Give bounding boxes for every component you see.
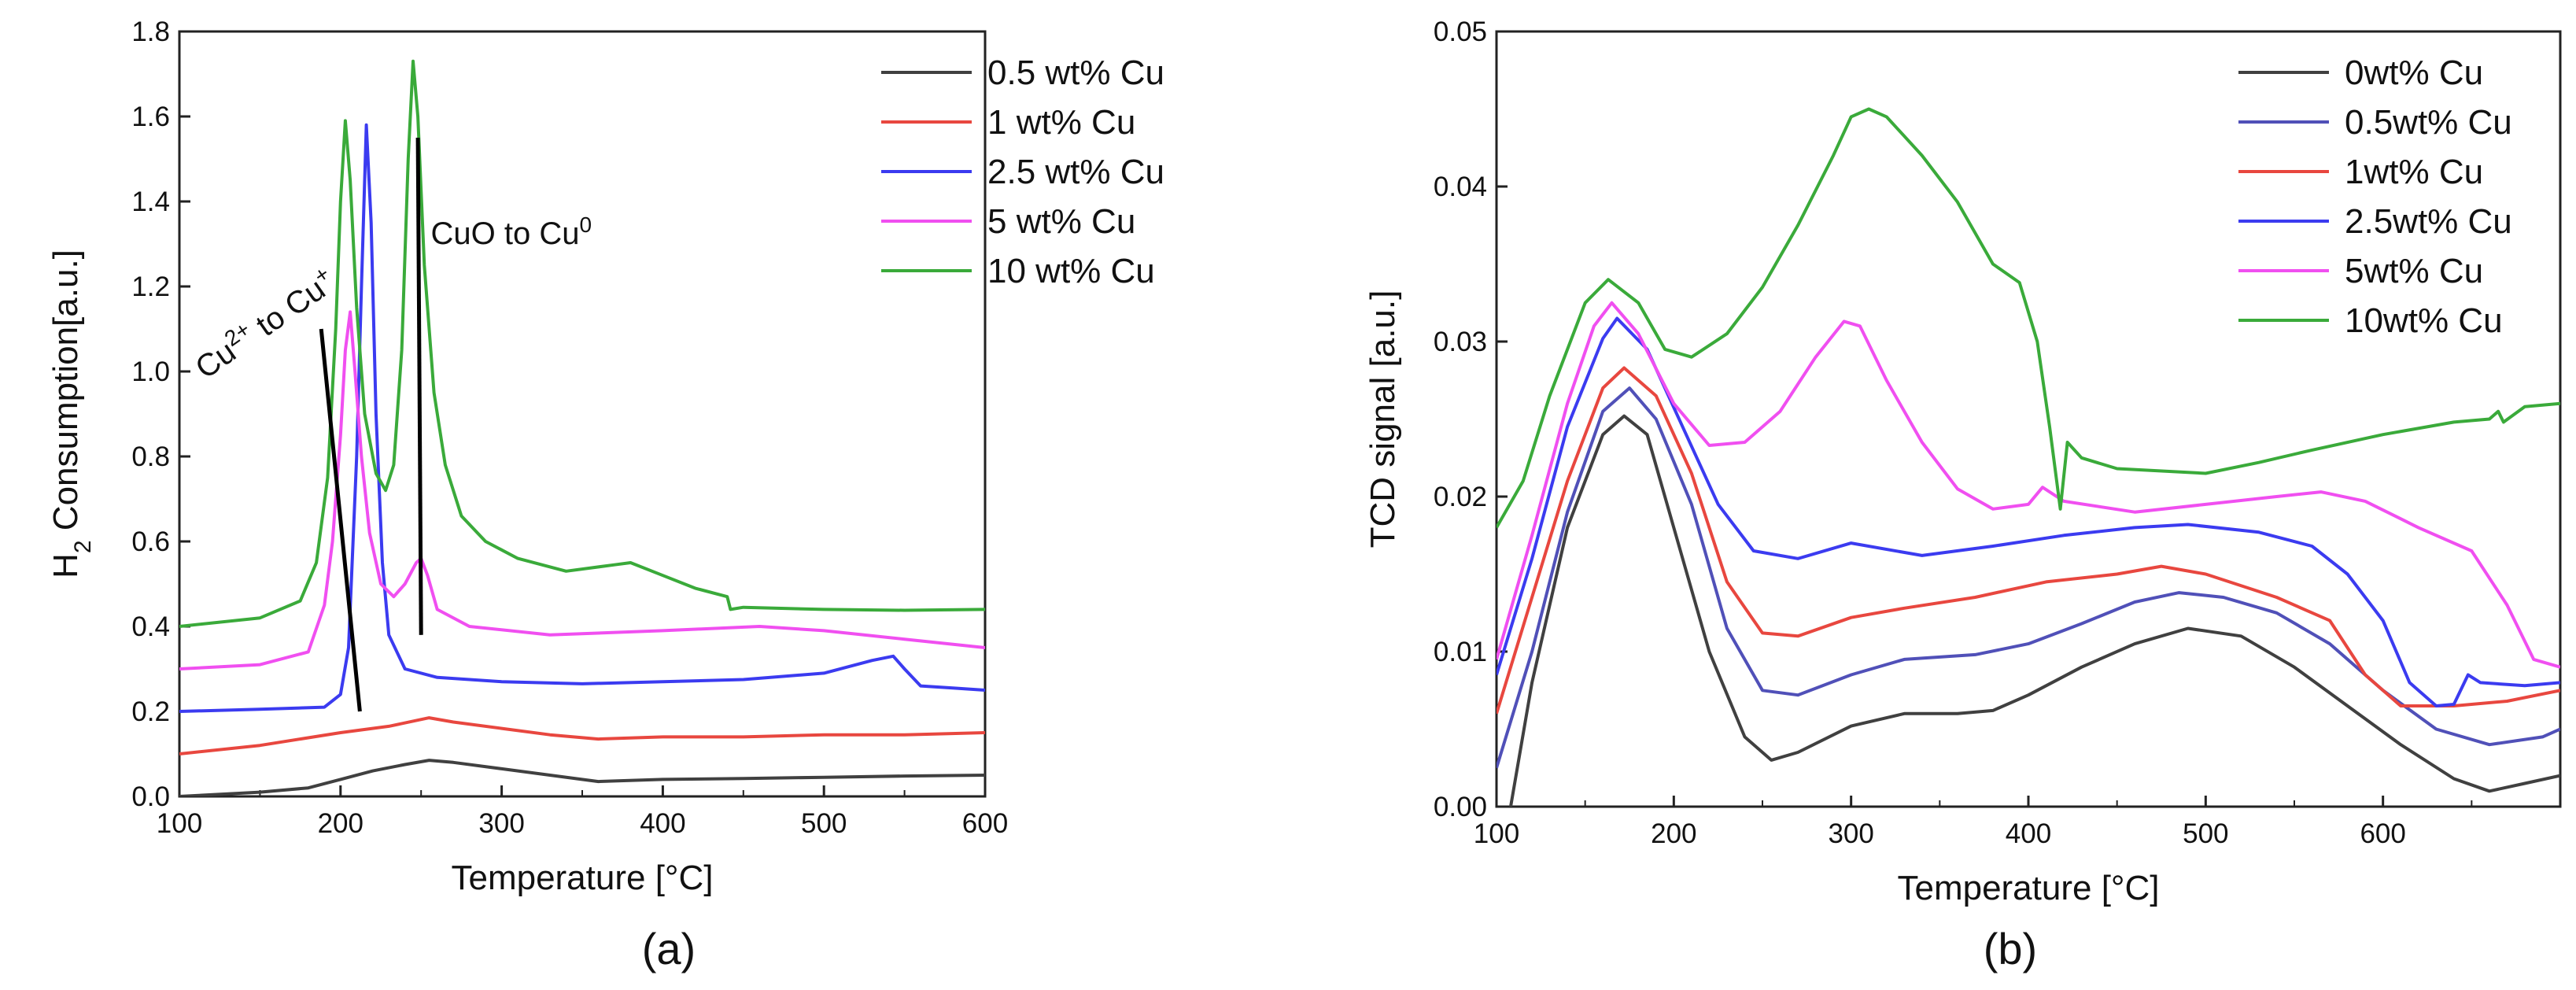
legend-entry: 1 wt% Cu	[987, 103, 1135, 142]
y-axis-title: TCD signal [a.u.]	[1364, 290, 1402, 549]
y-tick-label: 0.8	[131, 441, 170, 472]
legend-entry: 5 wt% Cu	[987, 202, 1135, 241]
panel-b-label: (b)	[1984, 924, 2037, 973]
legend-entry: 5wt% Cu	[2345, 252, 2483, 290]
series-line-1-wt-cu	[179, 716, 985, 755]
x-tick-label: 400	[2006, 818, 2051, 849]
x-tick-label: 100	[1474, 818, 1519, 849]
x-axis-title: Temperature [°C]	[451, 859, 713, 897]
x-tick-label: 300	[1828, 818, 1873, 849]
x-tick-label: 500	[801, 808, 847, 839]
legend-entry: 10wt% Cu	[2345, 301, 2503, 340]
series-line-10-wt-cu	[179, 59, 985, 628]
annotation-cuo-to-cu0: CuO to Cu0	[430, 212, 592, 252]
legend-entry: 10 wt% Cu	[987, 252, 1155, 290]
panel-b: 100 200 300 400 500 600 0.00 0.01 0.02 0.03 0.04 0.…	[1364, 17, 2562, 907]
legend-entry: 0.5wt% Cu	[2345, 103, 2512, 142]
y-tick-label: 1.6	[131, 102, 170, 132]
x-tick-label: 200	[1651, 818, 1696, 849]
y-tick-label: 0.00	[1434, 792, 1487, 822]
annotation-superscript: 0	[579, 212, 592, 237]
x-tick-label: 400	[640, 808, 685, 839]
x-tick-label: 200	[318, 808, 364, 839]
y-tick-label: 0.02	[1434, 482, 1487, 512]
y-tick-label: 0.2	[131, 696, 170, 727]
panel-a-label: (a)	[642, 924, 696, 973]
series-line-10wt-cu	[1497, 107, 2560, 529]
series-line-1wt-cu	[1497, 366, 2560, 715]
annotation-arrow-line	[415, 137, 423, 635]
legend-entry: 1wt% Cu	[2345, 153, 2483, 191]
panel-a: 100 200 300 400 500 600 0.0 0.2 0.4 0.6 0.8 1.0 1.2 1…	[46, 17, 1164, 897]
series-line-2-5wt-cu	[1497, 316, 2560, 707]
y-tick-label: 0.03	[1434, 327, 1487, 357]
y-axis-title-subscript: 2	[70, 540, 96, 553]
series-line-2-5-wt-cu	[179, 123, 985, 713]
annotation-text: CuO to Cu	[430, 216, 579, 251]
legend-entry: 2.5 wt% Cu	[987, 153, 1164, 191]
x-tick-label: 300	[478, 808, 524, 839]
y-tick-label: 0.04	[1434, 172, 1487, 202]
y-tick-label: 1.2	[131, 272, 170, 302]
x-axis-title: Temperature [°C]	[1897, 869, 2159, 907]
y-tick-label: 0.4	[131, 611, 170, 642]
series-line-5wt-cu	[1497, 301, 2560, 669]
y-axis-title: H2 Consumption[a.u.]	[46, 249, 96, 578]
legend-entry: 0wt% Cu	[2345, 54, 2483, 92]
x-tick-label: 600	[962, 808, 1008, 839]
x-tick-label: 100	[157, 808, 202, 839]
y-axis-title-rest: Consumption[a.u.]	[46, 249, 85, 540]
annotation-arrow-line	[319, 328, 362, 712]
series-line-0-5-wt-cu	[179, 759, 985, 796]
y-tick-label: 1.0	[131, 356, 170, 387]
y-tick-label: 0.6	[131, 526, 170, 557]
series-line-0wt-cu	[1509, 414, 2560, 807]
y-tick-label: 0.0	[131, 781, 170, 812]
y-tick-label: 1.4	[131, 187, 170, 217]
y-tick-label: 1.8	[131, 17, 170, 47]
y-tick-label: 0.01	[1434, 637, 1487, 667]
x-tick-label: 500	[2183, 818, 2228, 849]
x-tick-label: 600	[2360, 818, 2405, 849]
series-line-5-wt-cu	[179, 310, 985, 670]
y-tick-label: 0.05	[1434, 17, 1487, 47]
legend-entry: 0.5 wt% Cu	[987, 54, 1164, 92]
legend-entry: 2.5wt% Cu	[2345, 202, 2512, 241]
y-axis-title-main: H	[46, 553, 85, 578]
